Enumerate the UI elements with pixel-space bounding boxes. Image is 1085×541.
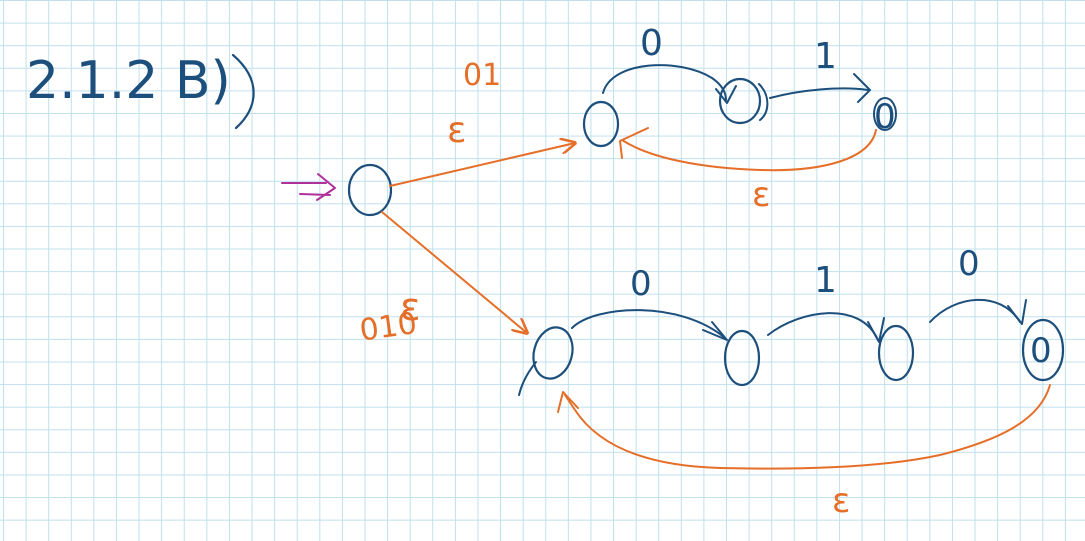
epsilon-transition-upper [389,143,575,187]
lower-epsilon-back-label: ε [832,481,850,521]
upper-state-1 [582,100,620,148]
upper-branch-label: 01 [463,58,501,93]
lower-state-1 [532,326,574,380]
lower-epsilon-back-transition [564,384,1051,470]
upper-transition-1-label: 1 [814,36,837,77]
upper-accept-label: 0 [874,97,896,137]
lower-epsilon-back-arrowhead [557,391,579,413]
start-state [347,163,393,217]
upper-state-2 [718,77,762,125]
lower-transition-1-arrowhead [867,317,885,343]
lower-state-1-tail [518,361,537,396]
upper-epsilon-back-arrowhead [619,127,649,159]
upper-transition-0 [602,64,727,101]
upper-state-2-stroke [758,83,769,121]
upper-epsilon-back-transition [621,129,877,172]
lower-transition-0-label: 0 [630,264,652,304]
upper-accept-state [873,97,897,131]
lower-branch-epsilon: ε [400,285,421,329]
lower-transition-2 [929,298,1021,323]
start-arrow [281,173,336,201]
lower-transition-0 [571,309,726,339]
epsilon-transition-lower [381,211,527,333]
lower-accept-label: 0 [1030,331,1052,371]
lower-transition-1-label: 1 [814,260,837,301]
upper-transition-0-arrowhead [715,85,737,104]
diagram-title: 2.1.2 B) [26,51,231,111]
title-paren-stroke [231,53,255,130]
lower-transition-0-arrowhead [702,321,728,341]
upper-transition-1-arrowhead [853,73,871,103]
lower-transition-2-arrowhead [1007,299,1027,325]
lower-state-2 [723,329,761,387]
upper-branch-epsilon: ε [447,110,466,151]
lower-transition-2-label: 0 [958,244,980,284]
lower-accept-state [1021,318,1065,382]
lower-transition-1 [767,312,879,341]
upper-transition-1 [769,87,869,99]
lower-state-3 [877,324,915,382]
upper-epsilon-back-label: ε [752,175,770,215]
upper-transition-0-label: 0 [640,23,663,64]
lower-branch-label: 010 [358,306,420,349]
